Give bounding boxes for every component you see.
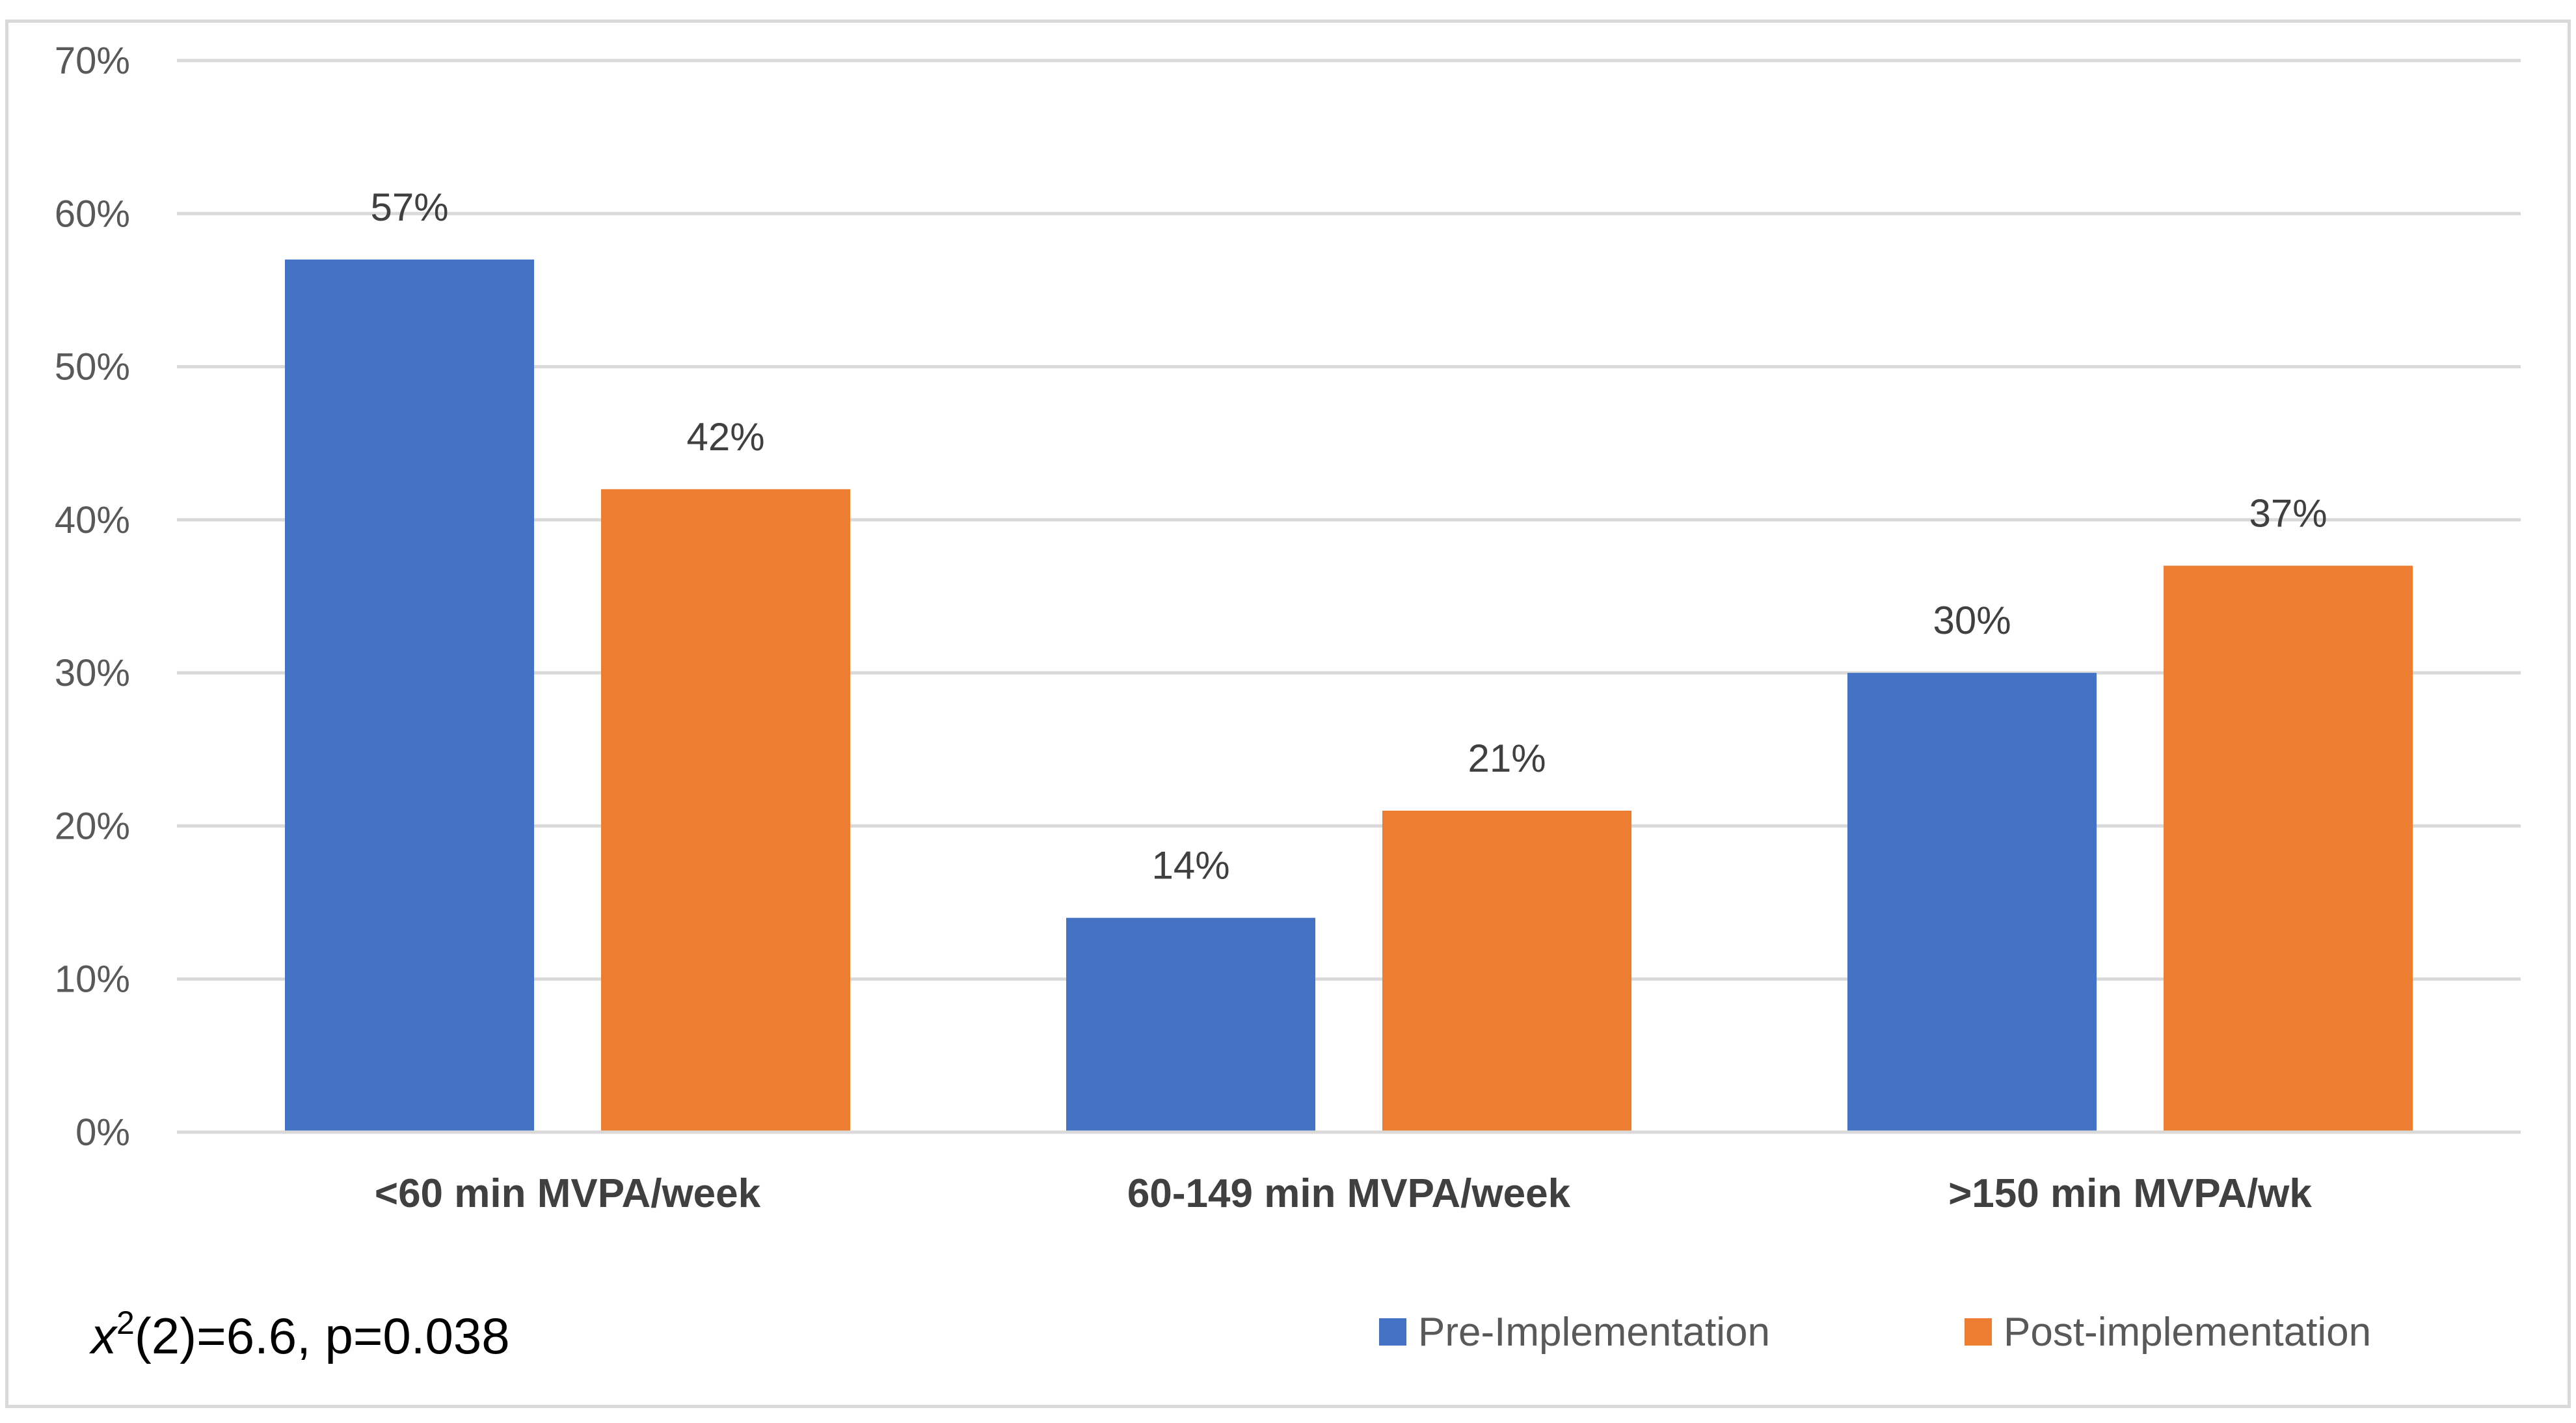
data-label: 57% xyxy=(370,185,448,229)
bar-pre-0 xyxy=(285,259,534,1132)
legend-swatch-post xyxy=(1965,1318,1992,1346)
stat-result: (2)=6.6, p=0.038 xyxy=(135,1307,510,1364)
legend: Pre-Implementation Post-implementation xyxy=(1379,1310,2371,1355)
bar-pre-1 xyxy=(1066,917,1315,1132)
gridlines xyxy=(177,59,2521,981)
legend-label-pre: Pre-Implementation xyxy=(1418,1310,1770,1355)
chi-square-annotation: x2(2)=6.6, p=0.038 xyxy=(88,1305,510,1364)
data-label: 42% xyxy=(686,415,764,459)
legend-swatch-pre xyxy=(1379,1318,1406,1346)
y-tick-label: 70% xyxy=(55,40,130,82)
bar-pre-2 xyxy=(1847,673,2097,1132)
y-tick-label: 10% xyxy=(55,958,130,1001)
bars xyxy=(285,259,2413,1132)
y-tick-label: 20% xyxy=(55,805,130,847)
data-label: 14% xyxy=(1151,844,1229,888)
data-label: 21% xyxy=(1468,737,1546,780)
legend-label-post: Post-implementation xyxy=(2004,1310,2371,1355)
y-tick-label: 50% xyxy=(55,346,130,388)
bar-post-2 xyxy=(2164,565,2413,1132)
x-category-label: <60 min MVPA/week xyxy=(375,1171,761,1216)
y-tick-label: 30% xyxy=(55,652,130,694)
x-axis-categories: <60 min MVPA/week 60-149 min MVPA/week >15… xyxy=(375,1171,2313,1216)
y-tick-label: 0% xyxy=(75,1111,130,1154)
data-labels: 57% 42% 14% 21% 30% 37% xyxy=(370,185,2327,888)
stat-superscript: 2 xyxy=(116,1305,135,1341)
bar-post-0 xyxy=(601,489,850,1132)
x-category-label: >150 min MVPA/wk xyxy=(1948,1171,2312,1216)
data-label: 30% xyxy=(1933,599,2011,642)
stat-symbol: x xyxy=(88,1307,118,1364)
y-tick-label: 40% xyxy=(55,499,130,541)
y-axis-ticks: 0% 10% 20% 30% 40% 50% 60% 70% xyxy=(55,40,130,1154)
x-category-label: 60-149 min MVPA/week xyxy=(1127,1171,1571,1216)
y-tick-label: 60% xyxy=(55,193,130,235)
data-label: 37% xyxy=(2249,491,2327,535)
bar-post-1 xyxy=(1382,810,1631,1132)
